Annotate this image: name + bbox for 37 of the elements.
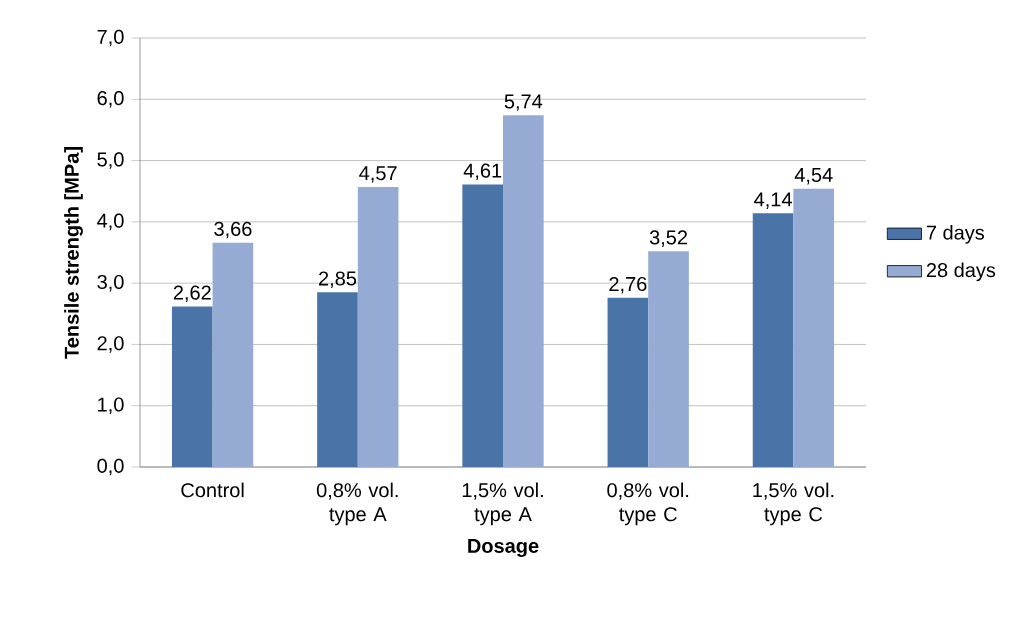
data-label: 4,54 (794, 168, 833, 185)
x-tick-label: 0,8% vol. type A (316, 482, 398, 526)
legend-label: 7 days (926, 225, 985, 244)
data-label: 3,52 (649, 230, 687, 247)
y-tick-label: 3,0 (97, 274, 124, 292)
data-label: 4,14 (754, 192, 792, 209)
bar (607, 297, 649, 467)
legend-label: 28 days (926, 262, 996, 282)
data-label: 2,62 (173, 285, 211, 303)
y-tick-label: 1,0 (98, 397, 124, 414)
bar (793, 188, 835, 467)
x-axis-title: Dosage (468, 538, 539, 557)
data-label: 3,66 (214, 221, 252, 239)
data-label: 5,74 (504, 94, 543, 111)
x-tick-label: Control (181, 482, 244, 498)
y-tick-label: 5,0 (97, 152, 124, 169)
y-tick-label: 4,0 (97, 213, 124, 231)
bar (212, 242, 254, 467)
bar (171, 306, 213, 467)
bar (648, 251, 689, 467)
x-tick-label: 0,8% vol. type C (607, 482, 689, 526)
bar (317, 292, 358, 467)
bar (462, 184, 504, 467)
data-label: 4,61 (463, 163, 502, 181)
x-tick-label: 1,5% vol. type A (462, 482, 543, 526)
data-label: 2,76 (609, 276, 647, 294)
bar (503, 115, 544, 467)
bar (357, 186, 399, 467)
y-axis-title: Tensile strength [MPa] (64, 147, 83, 359)
data-label: 4,57 (359, 166, 397, 183)
y-tick-label: 7,0 (97, 29, 124, 47)
y-tick-label: 0,0 (97, 458, 124, 476)
y-tick-label: 2,0 (97, 336, 124, 353)
bar (752, 213, 794, 467)
x-tick-label: 1,5% vol. type C (753, 482, 834, 526)
data-label: 2,85 (319, 271, 357, 288)
y-tick-label: 6,0 (97, 91, 124, 108)
